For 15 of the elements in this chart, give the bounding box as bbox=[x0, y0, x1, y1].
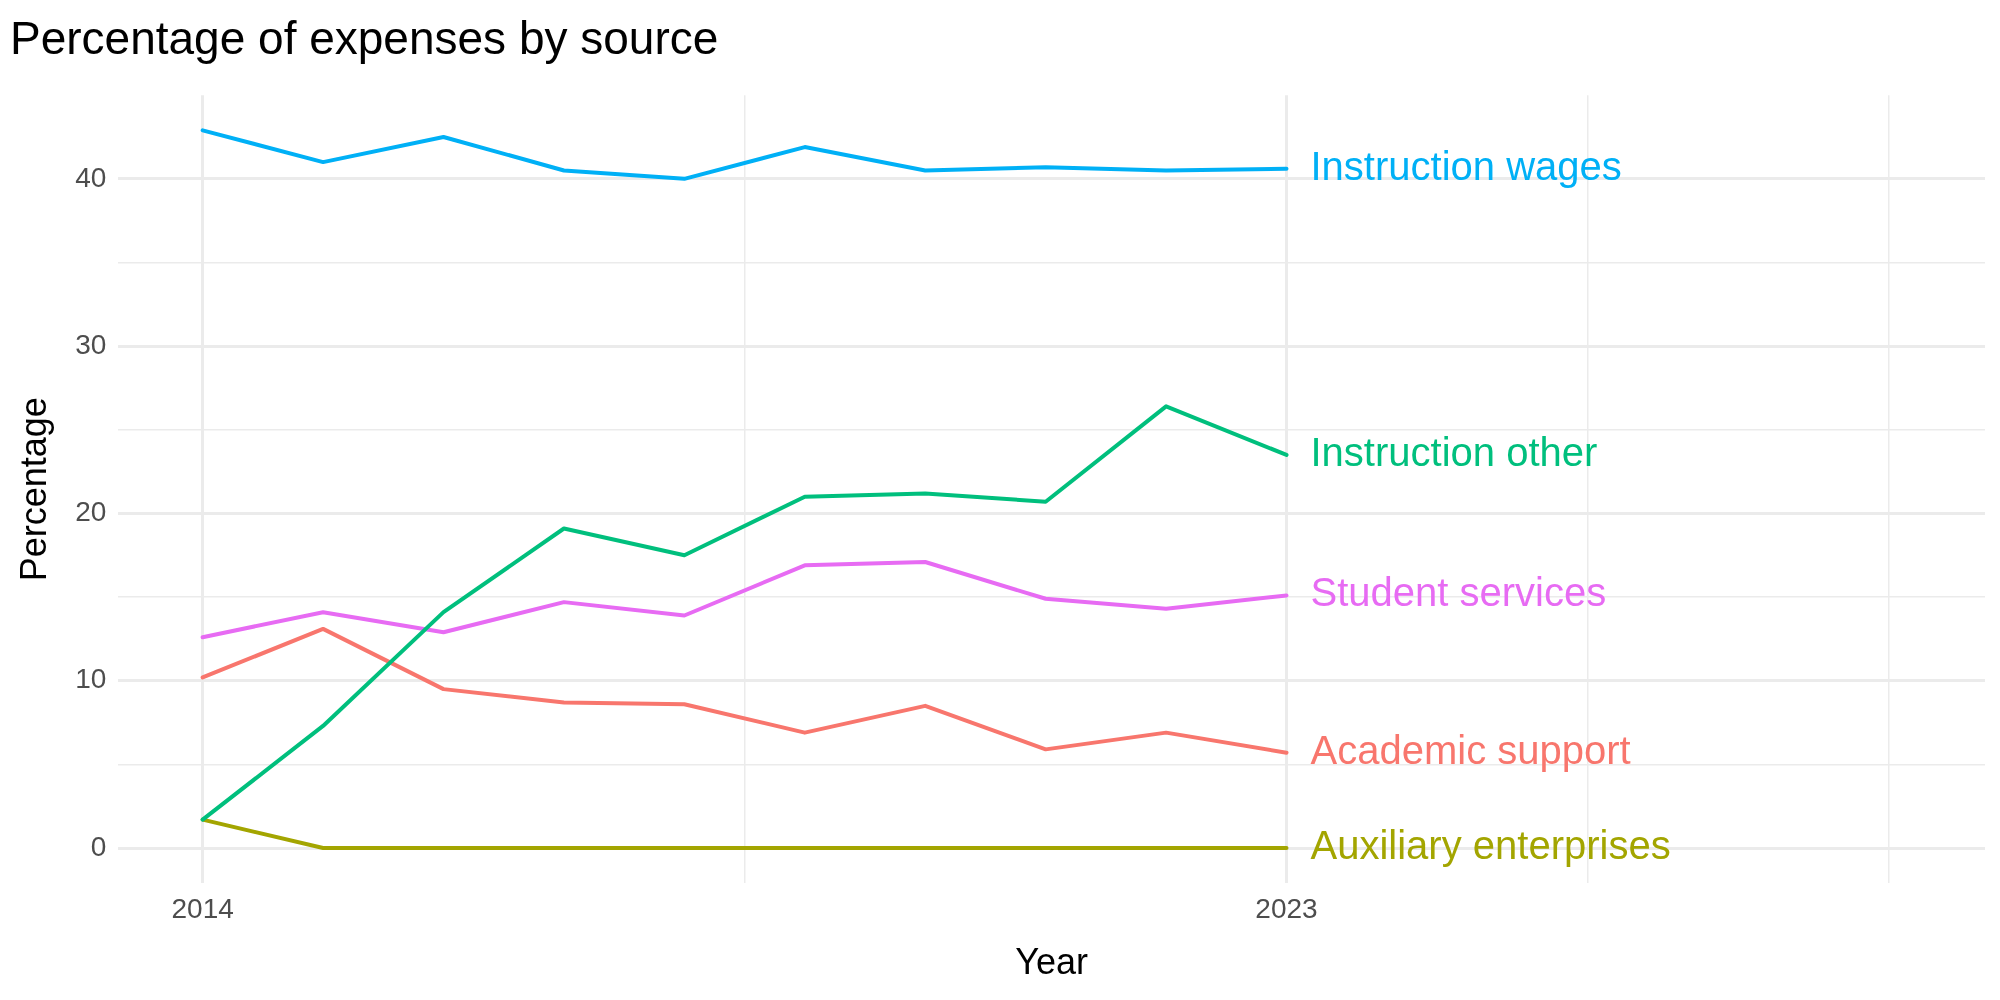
y-tick-label: 0 bbox=[90, 830, 107, 862]
y-tick-label: 10 bbox=[75, 663, 107, 695]
series-label: Academic support bbox=[1310, 727, 1631, 772]
x-tick-label: 2014 bbox=[171, 892, 234, 924]
series-label: Student services bbox=[1310, 570, 1607, 615]
series-label: Auxiliary enterprises bbox=[1310, 823, 1671, 868]
y-tick-label: 20 bbox=[75, 496, 107, 528]
y-tick-label: 40 bbox=[75, 161, 107, 193]
x-axis-title: Year bbox=[1015, 941, 1089, 983]
series-label: Instruction wages bbox=[1310, 143, 1622, 188]
y-tick-label: 30 bbox=[75, 328, 107, 360]
x-tick-label: 2023 bbox=[1255, 892, 1318, 924]
chart-title: Percentage of expenses by source bbox=[10, 12, 719, 65]
series-label: Instruction other bbox=[1310, 429, 1598, 474]
y-axis-title: Percentage bbox=[12, 397, 54, 582]
